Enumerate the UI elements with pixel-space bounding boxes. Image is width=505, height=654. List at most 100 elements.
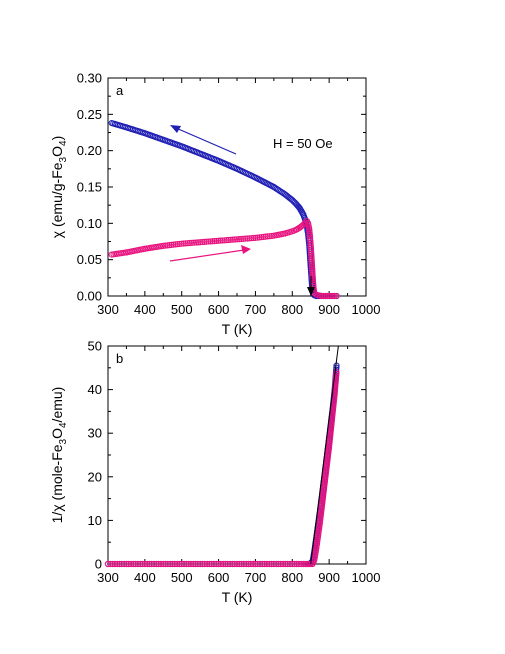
heating-data-point	[231, 236, 239, 243]
heating-data-point	[264, 233, 271, 240]
heating-data-point	[247, 560, 254, 568]
transition-arrow	[307, 276, 315, 296]
heating-data-point	[332, 378, 339, 386]
heating-data-point	[137, 560, 144, 568]
panel-a-y-tick-labels: 0.00 0.05 0.10 0.15 0.20 0.25 0.30	[77, 71, 102, 304]
heating-data-point	[298, 560, 305, 568]
heating-data-point	[197, 239, 204, 246]
heating-data-point	[172, 241, 179, 248]
heating-data-point	[123, 560, 130, 568]
x-tick-label: 400	[134, 302, 156, 317]
heating-arrow	[169, 245, 251, 262]
fit-line	[310, 345, 339, 565]
heating-data-point	[208, 560, 215, 568]
y-tick-label: 20	[88, 469, 102, 484]
heating-data-point	[174, 560, 181, 568]
heating-data-point	[240, 235, 247, 242]
heating-data-point	[256, 234, 263, 241]
heating-data-point	[187, 560, 195, 568]
heating-data-point	[222, 560, 229, 568]
y-tick-label: 0.30	[77, 71, 102, 86]
heating-data-point	[332, 380, 339, 388]
heating-data-point	[203, 238, 210, 245]
heating-data-point	[289, 560, 296, 568]
heating-data-point	[260, 233, 267, 240]
heating-data-point	[333, 292, 340, 300]
heating-data-point	[233, 560, 241, 568]
panel-b-x-tick-labels: 300 400 500 600 700 800 900 1000	[97, 570, 380, 585]
heating-data-point	[114, 560, 121, 568]
heating-data-point	[162, 560, 169, 568]
heating-data-point	[235, 236, 243, 243]
heating-data-point	[254, 234, 261, 241]
heating-data-point	[213, 237, 220, 245]
heating-data-point	[242, 235, 249, 242]
x-tick-label: 300	[97, 570, 119, 585]
y-tick-label: 0.15	[77, 180, 102, 195]
heating-data-point	[164, 560, 171, 568]
x-tick-label: 700	[245, 570, 267, 585]
heating-data-point	[176, 560, 183, 568]
y-tick-label: 30	[88, 426, 102, 441]
heating-data-point	[308, 259, 315, 266]
heating-data-point	[266, 560, 273, 568]
heating-data-point	[233, 236, 241, 243]
heating-data-point	[111, 560, 119, 568]
heating-data-point	[199, 560, 206, 568]
field-annotation: H = 50 Oe	[273, 136, 333, 151]
panel-a-frame	[107, 77, 367, 297]
heating-data-point	[155, 560, 162, 568]
heating-data-point	[188, 239, 196, 246]
heating-data-point	[309, 265, 316, 272]
heating-data-point	[109, 560, 116, 568]
panel-b-points	[104, 362, 340, 568]
x-tick-label: 1000	[352, 570, 381, 585]
heating-data-point	[332, 376, 339, 384]
heating-data-point	[180, 240, 187, 247]
heating-data-point	[203, 560, 211, 568]
panel-a-ticks	[107, 77, 367, 297]
heating-data-point	[307, 235, 314, 242]
heating-data-point	[261, 560, 268, 568]
heating-data-point	[164, 242, 171, 249]
heating-data-point	[160, 560, 167, 568]
heating-data-point	[308, 257, 315, 264]
heating-data-point	[210, 560, 218, 568]
heating-data-point	[192, 239, 200, 246]
heating-data-point	[308, 250, 315, 257]
heating-data-point	[284, 560, 291, 568]
heating-data-point	[248, 235, 255, 242]
heating-data-point	[215, 560, 222, 568]
heating-data-point	[332, 375, 340, 382]
panel-b-y-axis-label: 1/χ (mole-Fe3O4/emu)	[49, 387, 69, 524]
heating-data-point	[252, 560, 259, 568]
heating-data-point	[141, 560, 148, 568]
heating-data-point	[332, 382, 339, 390]
heating-data-point	[291, 560, 298, 568]
heating-data-point	[293, 560, 300, 568]
heating-data-point	[174, 241, 181, 248]
heating-data-point	[275, 560, 282, 568]
x-tick-label: 700	[245, 302, 267, 317]
heating-data-point	[139, 560, 146, 568]
heating-data-point	[223, 237, 230, 244]
heating-data-point	[309, 276, 317, 284]
panel-a-x-tick-labels: 300 400 500 600 700 800 900 1000	[97, 302, 380, 317]
heating-data-point	[245, 560, 252, 568]
heating-data-point	[217, 237, 224, 244]
heating-data-point	[169, 560, 176, 568]
panel-b-letter: b	[116, 351, 123, 366]
heating-data-point	[309, 267, 316, 274]
x-tick-label: 300	[97, 302, 119, 317]
panel-a-points	[108, 119, 340, 300]
y-tick-label: 0.10	[77, 216, 102, 231]
heating-data-point	[192, 560, 199, 568]
heating-data-point	[184, 240, 191, 247]
heating-data-point	[308, 252, 315, 260]
y-tick-label: 0	[95, 557, 102, 572]
heating-data-point	[186, 239, 193, 247]
heating-data-point	[118, 560, 125, 568]
heating-data-point	[207, 238, 214, 245]
heating-data-point	[215, 237, 222, 244]
y-tick-label: 40	[88, 382, 102, 397]
